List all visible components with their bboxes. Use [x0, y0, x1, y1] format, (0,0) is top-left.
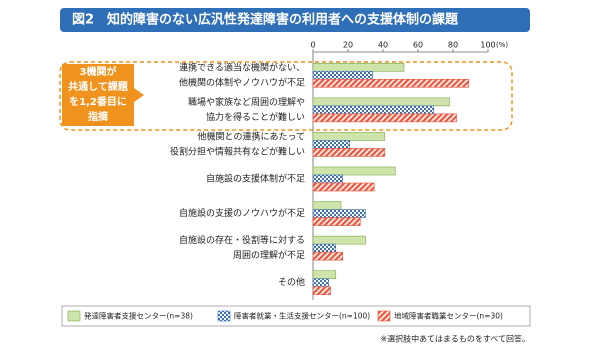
bar [312, 105, 435, 115]
y-tick-label: 自施設の支援のノウハウが不足 [179, 207, 305, 219]
y-tick-label: 他機関との連携にあたって [198, 130, 305, 142]
y-tick-label: 周囲の理解が不足 [233, 249, 305, 261]
bar [312, 251, 344, 261]
bar [312, 78, 470, 88]
y-tick-label: その他 [278, 276, 305, 288]
x-tick-label: 20 [343, 41, 353, 50]
y-tick-label: 自施設の支援体制が不足 [206, 173, 305, 185]
chart-title: 図2 知的障害のない広汎性発達障害の利用者への支援体制の課題 [72, 12, 459, 28]
bar [312, 97, 450, 107]
bar [312, 166, 396, 176]
bar [312, 182, 375, 192]
bar [312, 174, 344, 184]
bar [312, 270, 337, 280]
bar [312, 70, 373, 80]
x-axis-unit: (%) [496, 41, 508, 49]
callout-text: 3機関が [80, 65, 118, 78]
y-tick-label: 連携できる適当な機関がない、 [179, 61, 305, 73]
legend-swatch [217, 310, 231, 322]
callout-box [62, 64, 144, 126]
bar [312, 286, 331, 296]
legend-label: 地域障害者職業センター(n=30) [394, 311, 503, 321]
x-tick-label: 60 [413, 41, 423, 50]
x-tick-label: 0 [310, 41, 315, 50]
title-bar [60, 8, 530, 32]
bar [312, 148, 386, 157]
x-tick-label: 100 [480, 41, 495, 50]
bar [312, 113, 457, 123]
y-tick-label: 他機関の体制やノウハウが不足 [179, 76, 305, 88]
callout-frame [59, 61, 513, 131]
bar [312, 132, 386, 141]
bar [312, 217, 361, 226]
x-tick-label: 80 [448, 41, 458, 50]
callout-text: 共通して課題 [68, 80, 129, 93]
legend-swatch [377, 310, 391, 322]
bar [312, 140, 351, 149]
y-tick-label: 自施設の存在・役割等に対する [179, 234, 305, 246]
legend-label: 発達障害者支援センター(n=38) [84, 311, 193, 321]
bar [312, 201, 342, 210]
bar [312, 243, 337, 253]
callout-text: を1,2番目に [69, 95, 127, 108]
bar [312, 62, 405, 72]
legend-label: 障害者就業・生活支援センター(n=100) [234, 311, 370, 321]
bar [312, 209, 366, 218]
callout-text: 指摘 [88, 110, 108, 123]
bar [312, 235, 366, 245]
legend-frame [61, 305, 531, 327]
legend-swatch [67, 310, 81, 322]
y-tick-label: 役割分担や情報共有などが難しい [170, 145, 305, 157]
bar [312, 278, 330, 288]
x-tick-label: 40 [378, 41, 388, 50]
y-tick-label: 協力を得ることが難しい [206, 111, 305, 123]
y-tick-label: 職場や家族など周囲の理解や [188, 96, 305, 108]
note: ※選択肢中あてはまるものをすべて回答。 [380, 334, 530, 344]
